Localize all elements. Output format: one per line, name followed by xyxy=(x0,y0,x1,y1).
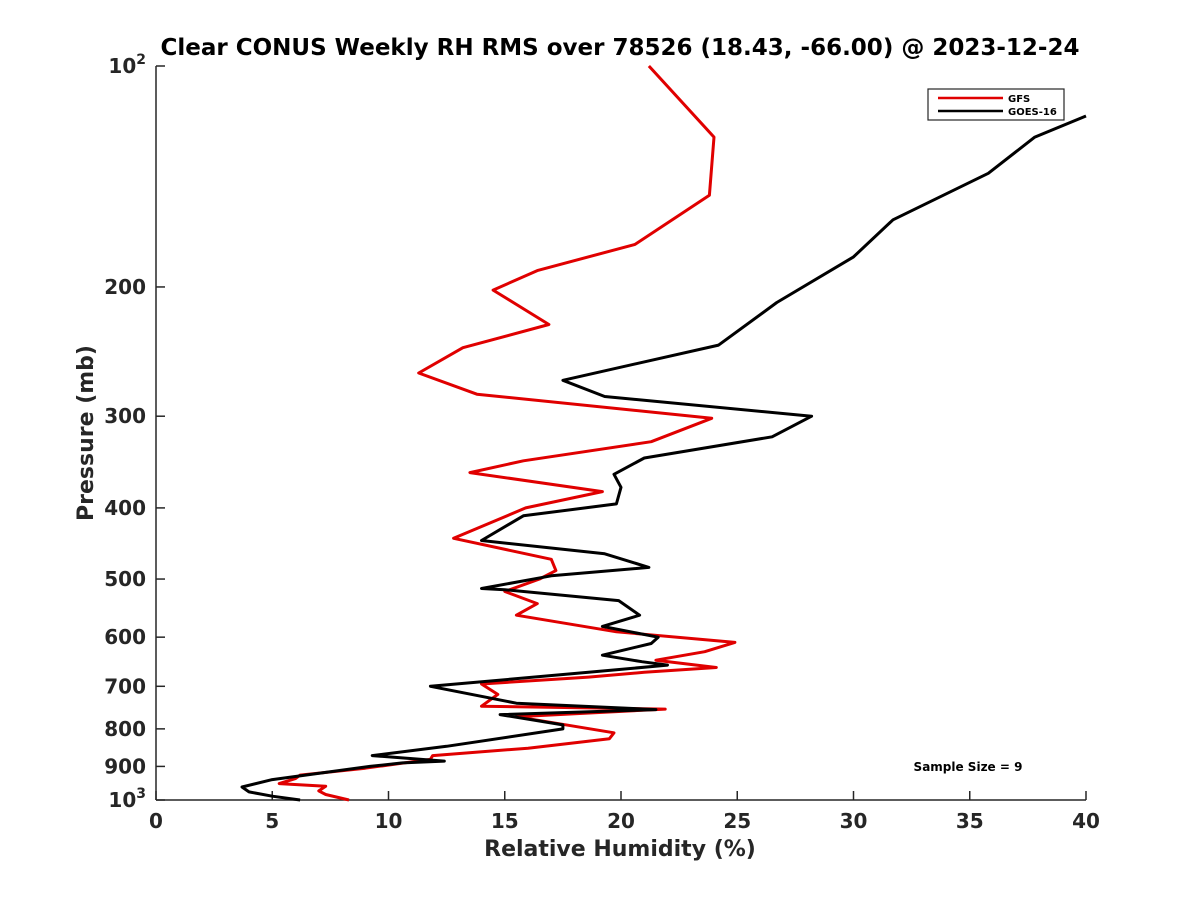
x-tick-label: 20 xyxy=(607,809,635,833)
x-tick-label: 25 xyxy=(723,809,751,833)
sample-size-annotation: Sample Size = 9 xyxy=(914,760,1023,774)
y-tick-label: 700 xyxy=(104,674,146,698)
y-tick-label: 600 xyxy=(104,625,146,649)
y-tick-label: 800 xyxy=(104,717,146,741)
y-tick-label: 300 xyxy=(104,404,146,428)
x-tick-label: 30 xyxy=(840,809,868,833)
y-tick-label: 900 xyxy=(104,754,146,778)
plot-area: 0 5 10 15 20 25 30 35 40 102 200 300 400 500 600 700 800… xyxy=(104,52,1100,833)
y-tick-label: 200 xyxy=(104,275,146,299)
x-axis-label: Relative Humidity (%) xyxy=(484,837,756,862)
x-tick-label: 15 xyxy=(491,809,519,833)
y-tick-label: 102 xyxy=(108,52,146,78)
x-tick-label: 0 xyxy=(149,809,163,833)
y-tick-label: 400 xyxy=(104,496,146,520)
y-tick-label: 500 xyxy=(104,567,146,591)
legend-box xyxy=(927,88,1065,121)
y-tick-label: 103 xyxy=(108,786,146,812)
series-line-goes-16 xyxy=(240,114,1087,802)
x-tick-label: 5 xyxy=(265,809,279,833)
x-tick-label: 40 xyxy=(1072,809,1100,833)
series-line-gfs xyxy=(277,64,737,802)
x-tick-label: 35 xyxy=(956,809,984,833)
x-tick-label: 10 xyxy=(375,809,403,833)
chart-title: Clear CONUS Weekly RH RMS over 78526 (18… xyxy=(161,35,1080,61)
legend-label: GOES-16 xyxy=(1008,107,1057,118)
y-axis-label: Pressure (mb) xyxy=(74,345,99,521)
legend-label: GFS xyxy=(1008,94,1030,105)
legend: GFS GOES-16 xyxy=(927,88,1065,121)
